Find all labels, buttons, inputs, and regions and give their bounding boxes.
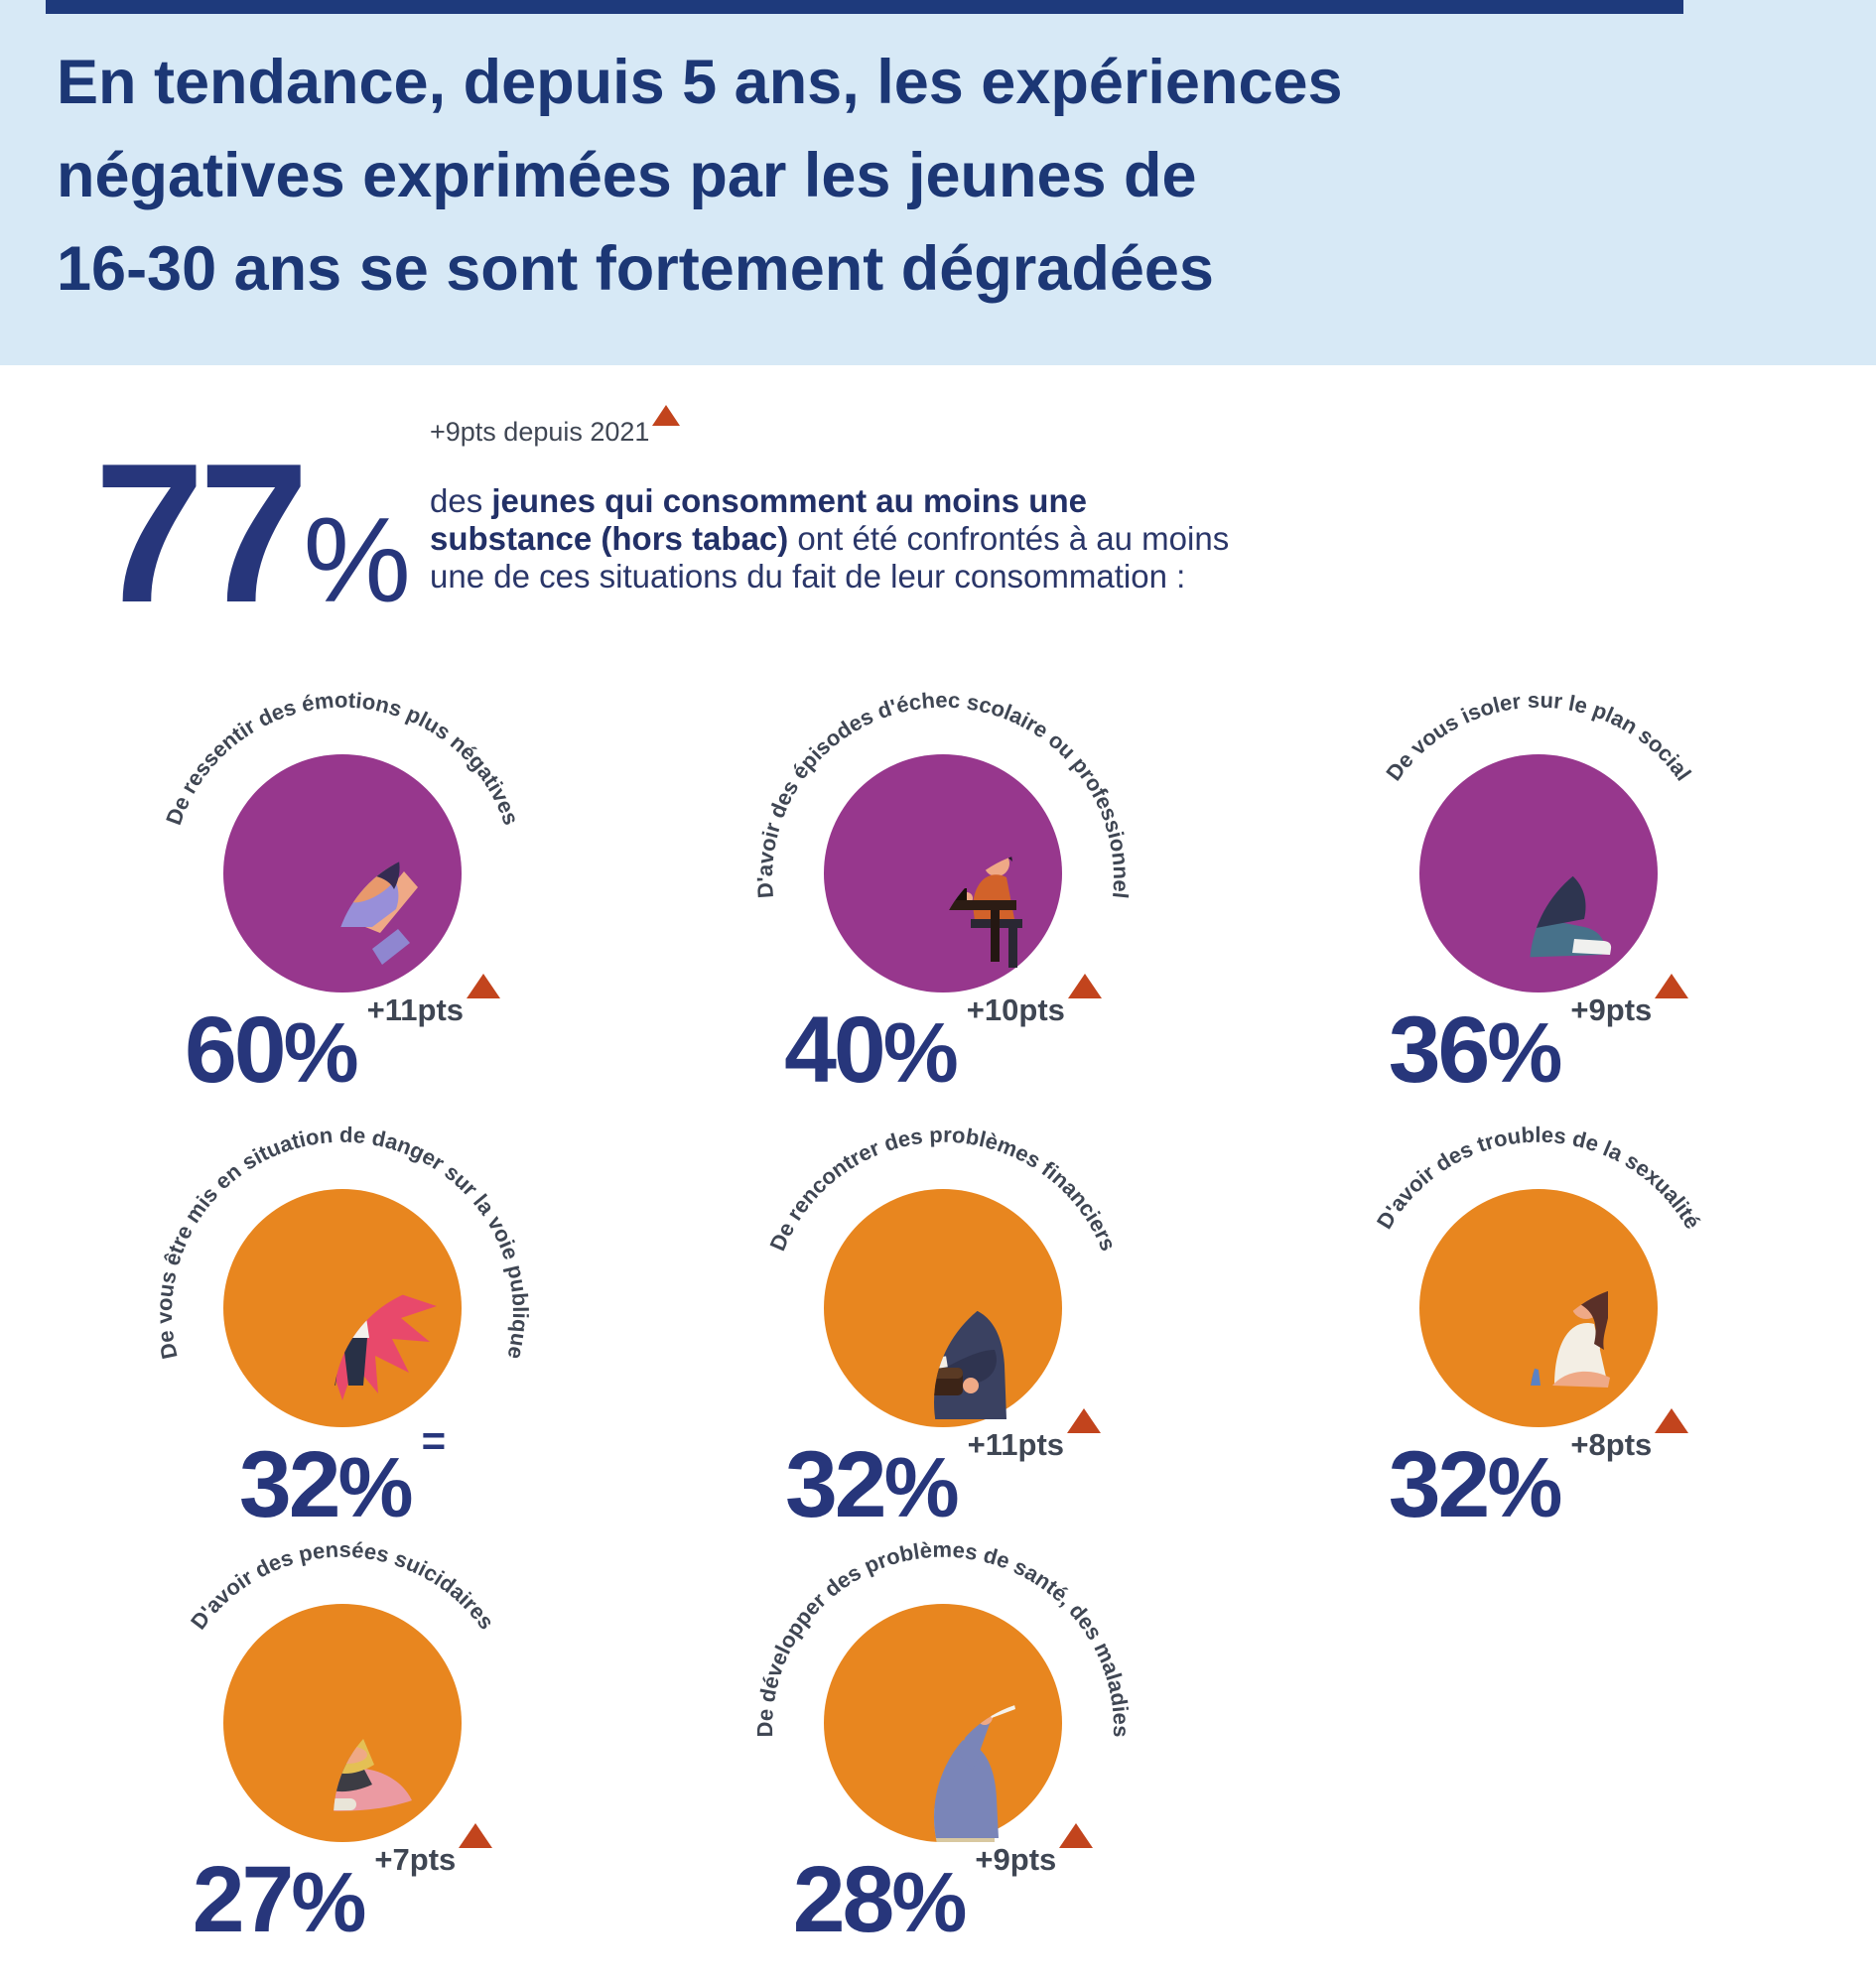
headline-value-unit: % bbox=[303, 492, 411, 627]
stat-item-sad-girl: De ressentir des émotions plus négatives… bbox=[114, 660, 571, 1098]
stat-item-delta: = bbox=[421, 1417, 447, 1464]
stat-item-public-danger: De vous être mis en situation de danger … bbox=[114, 1095, 571, 1532]
public-danger-illustration: De vous être mis en situation de danger … bbox=[152, 1123, 533, 1427]
headline-description-line: des jeunes qui consomment au moins une bbox=[430, 482, 1087, 519]
stat-item-financial-problems: De rencontrer des problèmes financiers 32… bbox=[715, 1095, 1171, 1532]
stat-item-unit: % bbox=[1487, 1006, 1563, 1101]
sad-girl-illustration: De ressentir des émotions plus négatives bbox=[161, 688, 524, 992]
up-triangle-icon bbox=[1067, 1408, 1102, 1433]
page-title-line-1: En tendance, depuis 5 ans, les expérienc… bbox=[57, 48, 1343, 117]
stat-item-sexuality-troubles: D'avoir des troubles de la sexualité 32% +… bbox=[1310, 1095, 1767, 1532]
stat-item-school-failure: D'avoir des épisodes d'échec scolaire ou… bbox=[715, 660, 1171, 1098]
stat-item-value-row: 36% +9pts bbox=[1310, 974, 1767, 1103]
up-triangle-icon bbox=[1059, 1823, 1094, 1848]
stat-item-delta: +10pts bbox=[966, 974, 1102, 1027]
up-triangle-icon bbox=[652, 405, 681, 426]
stat-item-delta: +11pts bbox=[366, 974, 501, 1027]
stat-item-delta-label: +9pts bbox=[1570, 992, 1653, 1027]
sexuality-troubles-illustration: D'avoir des troubles de la sexualité bbox=[1372, 1123, 1705, 1427]
stat-item-value: 36% bbox=[1388, 997, 1563, 1103]
headline-delta: +9pts depuis 2021 bbox=[430, 405, 681, 447]
stat-item-unit: % bbox=[882, 1006, 959, 1101]
stat-item-delta-label: +10pts bbox=[966, 992, 1065, 1027]
stat-item-unit: % bbox=[883, 1441, 960, 1535]
page-title: En tendance, depuis 5 ans, les expérienc… bbox=[57, 36, 1343, 316]
suicidal-thoughts-illustration: D'avoir des pensées suicidaires bbox=[186, 1537, 499, 1842]
health-problems-illustration: De développer des problèmes de santé, de… bbox=[752, 1537, 1134, 1842]
stat-item-delta-label: +11pts bbox=[366, 992, 465, 1027]
stat-item-value: 28% bbox=[792, 1847, 968, 1952]
up-triangle-icon bbox=[459, 1823, 493, 1848]
stat-item-delta-label: +11pts bbox=[967, 1427, 1065, 1462]
top-accent-bar bbox=[46, 0, 1683, 14]
orange-circle bbox=[1419, 1189, 1658, 1427]
stat-item-delta: +7pts bbox=[374, 1823, 493, 1877]
stat-item-value-row: 27% +7pts bbox=[114, 1823, 571, 1952]
stat-item-value: 32% bbox=[784, 1432, 960, 1537]
purple-circle bbox=[223, 754, 462, 992]
stat-item-unit: % bbox=[1487, 1441, 1563, 1535]
headline-value-number: 77 bbox=[94, 423, 309, 644]
school-failure-illustration: D'avoir des épisodes d'échec scolaire ou… bbox=[752, 688, 1134, 992]
up-triangle-icon bbox=[1655, 1408, 1689, 1433]
social-isolation-illustration: De vous isoler sur le plan social bbox=[1381, 688, 1696, 992]
orange-circle bbox=[824, 1604, 1062, 1842]
stat-item-delta: +9pts bbox=[975, 1823, 1094, 1877]
headline-value: 77% bbox=[94, 435, 411, 659]
stat-item-value-row: 32% +11pts bbox=[715, 1408, 1171, 1537]
headline-delta-label: +9pts depuis 2021 bbox=[430, 417, 650, 447]
headline-description-line: substance (hors tabac) ont été confronté… bbox=[430, 520, 1230, 557]
stat-item-value: 32% bbox=[1388, 1432, 1563, 1537]
stat-item-suicidal-thoughts: D'avoir des pensées suicidaires 27% +7pts bbox=[114, 1510, 571, 1947]
stat-item-unit: % bbox=[891, 1856, 968, 1950]
stat-item-delta: +8pts bbox=[1570, 1408, 1689, 1462]
purple-circle bbox=[1419, 754, 1658, 992]
financial-problems-illustration: De rencontrer des problèmes financiers bbox=[765, 1123, 1121, 1427]
page-title-line-2: négatives exprimées par les jeunes de bbox=[57, 141, 1197, 210]
stat-item-delta-label: +7pts bbox=[374, 1842, 457, 1877]
stat-item-unit: % bbox=[291, 1856, 367, 1950]
stat-item-value-row: 32% +8pts bbox=[1310, 1408, 1767, 1537]
headline-description-line: une de ces situations du fait de leur co… bbox=[430, 558, 1186, 595]
stat-item-value: 40% bbox=[784, 997, 959, 1103]
stat-item-unit: % bbox=[337, 1441, 414, 1535]
header-banner: En tendance, depuis 5 ans, les expérienc… bbox=[0, 0, 1876, 365]
stat-item-social-isolation: De vous isoler sur le plan social 36% +9pt… bbox=[1310, 660, 1767, 1098]
page-title-line-3: 16-30 ans se sont fortement dégradées bbox=[57, 234, 1214, 304]
stat-item-unit: % bbox=[283, 1006, 359, 1101]
up-triangle-icon bbox=[1067, 974, 1102, 998]
stat-item-value: 60% bbox=[184, 997, 359, 1103]
purple-circle bbox=[824, 754, 1062, 992]
stat-item-health-problems: De développer des problèmes de santé, de… bbox=[715, 1510, 1171, 1947]
stat-item-value-row: 32% = bbox=[114, 1420, 571, 1537]
up-triangle-icon bbox=[1655, 974, 1689, 998]
up-triangle-icon bbox=[467, 974, 501, 998]
stat-item-value-row: 60% +11pts bbox=[114, 974, 571, 1103]
stat-item-value: 27% bbox=[192, 1847, 367, 1952]
headline-description: des jeunes qui consomment au moins une su… bbox=[430, 482, 1432, 596]
stat-item-delta-label: = bbox=[421, 1417, 447, 1464]
stat-item-value: 32% bbox=[238, 1432, 414, 1537]
stat-item-delta-label: +8pts bbox=[1570, 1427, 1653, 1462]
stat-item-delta: +9pts bbox=[1570, 974, 1689, 1027]
orange-circle bbox=[223, 1604, 462, 1842]
stat-item-value-row: 40% +10pts bbox=[715, 974, 1171, 1103]
stat-item-value-row: 28% +9pts bbox=[715, 1823, 1171, 1952]
stat-item-delta: +11pts bbox=[967, 1408, 1102, 1462]
stat-item-delta-label: +9pts bbox=[975, 1842, 1057, 1877]
